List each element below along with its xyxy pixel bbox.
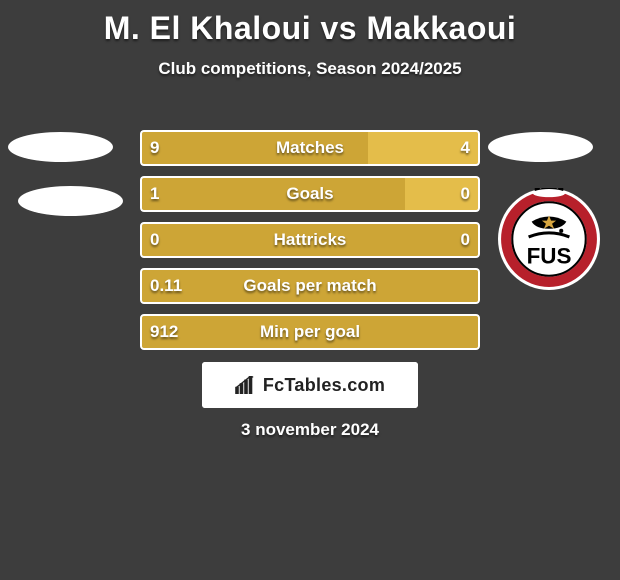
- bar-chart-icon: [235, 376, 257, 394]
- stat-value-left: 9: [150, 130, 159, 166]
- stat-rows: 94Matches10Goals00Hattricks0.11Goals per…: [140, 130, 480, 360]
- stat-row: 00Hattricks: [140, 222, 480, 258]
- svg-text:FUS: FUS: [527, 243, 572, 268]
- bar-left: [140, 314, 480, 350]
- brand-label: FcTables.com: [263, 375, 385, 396]
- player1-photo-placeholder: [8, 132, 113, 162]
- brand-box: FcTables.com: [202, 362, 418, 408]
- stat-value-left: 1: [150, 176, 159, 212]
- stat-row: 0.11Goals per match: [140, 268, 480, 304]
- page-subtitle: Club competitions, Season 2024/2025: [0, 59, 620, 79]
- stat-value-right: 0: [461, 222, 470, 258]
- stat-row: 10Goals: [140, 176, 480, 212]
- bar-left: [140, 268, 480, 304]
- stat-value-right: 0: [461, 176, 470, 212]
- stat-value-right: 4: [461, 130, 470, 166]
- date-text: 3 november 2024: [0, 420, 620, 440]
- player2-photo-placeholder: [488, 132, 593, 162]
- player1-club-placeholder: [18, 186, 123, 216]
- bar-left: [140, 130, 368, 166]
- stat-value-left: 0: [150, 222, 159, 258]
- stat-value-left: 912: [150, 314, 178, 350]
- stat-value-left: 0.11: [150, 268, 182, 304]
- page-title: M. El Khaloui vs Makkaoui: [0, 10, 620, 47]
- stat-row: 912Min per goal: [140, 314, 480, 350]
- stat-row: 94Matches: [140, 130, 480, 166]
- bar-left: [140, 176, 405, 212]
- bar-left: [140, 222, 480, 258]
- player2-club-badge: FUS: [498, 188, 600, 290]
- comparison-infographic: M. El Khaloui vs Makkaoui Club competiti…: [0, 10, 620, 580]
